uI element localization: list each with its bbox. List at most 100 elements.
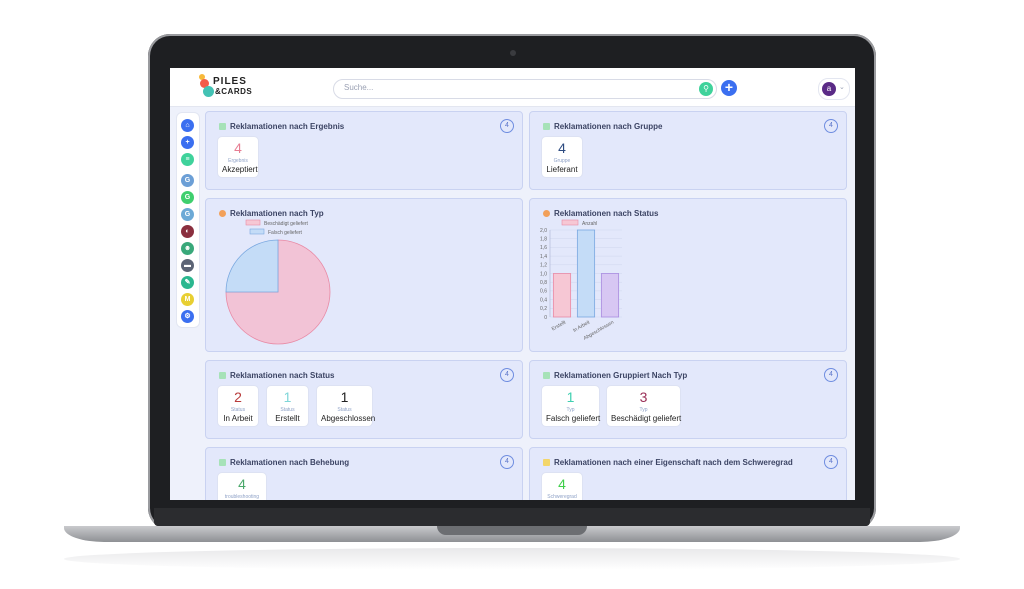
group-g-icon[interactable]: G (181, 208, 194, 221)
users-icon[interactable]: ☻ (181, 242, 194, 255)
laptop-notch (437, 526, 587, 535)
count-badge[interactable]: 4 (500, 455, 514, 469)
grid-icon (543, 123, 550, 130)
card-schweregrad: Reklamationen nach einer Eigenschaft nac… (529, 447, 847, 500)
y-tick-label: 2,0 (540, 228, 547, 234)
camera (510, 50, 516, 56)
stat-number: 1 (566, 389, 575, 405)
stat-label: Falsch geliefert (546, 414, 601, 423)
stat-sub: Ergebnis (228, 158, 248, 164)
bar (576, 229, 596, 318)
plus-icon[interactable]: + (181, 136, 194, 149)
user-menu[interactable]: a ⌄ (818, 78, 850, 100)
stat-tile[interactable]: 4 troubleshooting (217, 472, 267, 500)
y-tick-label: 0,2 (540, 306, 547, 312)
contrast-icon (543, 210, 550, 217)
stat-tile[interactable]: 1 Status Erstellt (266, 385, 309, 427)
avatar: a (822, 82, 836, 96)
screen: PILES &CARDS Suche... ⚲ + a ⌄ ⌂ + ≡ G G G ◐ ☻ ▬ ✎… (170, 68, 855, 500)
truck-icon[interactable]: ▬ (181, 259, 194, 272)
card-gruppiert: Reklamationen Gruppiert Nach Typ 4 1 Typ… (529, 360, 847, 439)
stat-label: Erstellt (275, 414, 300, 423)
laptop-reflection (64, 548, 960, 570)
brush-icon[interactable]: ✎ (181, 276, 194, 289)
stat-label: Akzeptiert (222, 165, 258, 174)
stat-sub: Status (337, 407, 352, 413)
home-icon[interactable]: ⌂ (181, 119, 194, 132)
count-badge[interactable]: 4 (500, 368, 514, 382)
card-behebung: Reklamationen nach Behebung 4 4 troubles… (205, 447, 523, 500)
card-status-chart: Reklamationen nach Status Anzahl 0 0,2 0,4… (529, 198, 847, 352)
y-tick-label: 1,6 (540, 245, 547, 251)
group-g-icon[interactable]: G (181, 174, 194, 187)
stat-label: Beschädigt geliefert (611, 414, 682, 423)
y-tick-label: 1,0 (540, 271, 547, 277)
letter-m-icon[interactable]: M (181, 293, 194, 306)
stat-sub: Gruppe (553, 158, 571, 164)
pie-chart: Beschädigt geliefert Falsch geliefert (225, 219, 331, 345)
card-title: Reklamationen Gruppiert Nach Typ (554, 371, 688, 380)
card-title: Reklamationen nach Status (230, 371, 335, 380)
stat-sub: Typ (566, 407, 575, 413)
contrast-icon[interactable]: ◐ (181, 225, 194, 238)
stat-tile[interactable]: 3 Typ Beschädigt geliefert (606, 385, 681, 427)
legend-label: Anzahl (582, 221, 597, 227)
search-input[interactable]: Suche... ⚲ (333, 79, 717, 99)
count-badge[interactable]: 4 (824, 368, 838, 382)
x-tick-label: In Arbeit (572, 319, 591, 334)
count-badge[interactable]: 4 (500, 119, 514, 133)
stat-sub: Status (230, 407, 246, 413)
stat-tile[interactable]: 4 Schweregrad (541, 472, 583, 500)
add-button[interactable]: + (721, 80, 737, 96)
contrast-icon (219, 210, 226, 217)
y-tick-label: 0,8 (540, 280, 547, 286)
count-badge[interactable]: 4 (824, 455, 838, 469)
card-ergebnis: Reklamationen nach Ergebnis 4 4 Ergebnis… (205, 111, 523, 190)
bar-chart: Anzahl 0 0,2 0,4 0,6 0,8 1,0 1,2 1,4 1,6 1,8 2,0 Er… (540, 219, 622, 342)
stat-number: 4 (558, 140, 566, 156)
logo[interactable]: PILES &CARDS (199, 74, 253, 98)
stat-sub: Status (280, 407, 295, 413)
gear-icon[interactable]: ⚙ (181, 310, 194, 323)
logo-text-line2: &CARDS (215, 87, 253, 96)
laptop-chin (154, 508, 870, 526)
card-gruppe: Reklamationen nach Gruppe 4 4 Gruppe Lie… (529, 111, 847, 190)
search-icon[interactable]: ⚲ (699, 82, 713, 96)
sidebar: ⌂ + ≡ G G G ◐ ☻ ▬ ✎ M ⚙ (176, 112, 200, 328)
y-tick-label: 0 (544, 315, 547, 321)
list-icon[interactable]: ≡ (181, 153, 194, 166)
stat-label: Abgeschlossen (321, 414, 376, 423)
pie-slice (225, 239, 279, 293)
stat-sub: troubleshooting (224, 494, 260, 500)
card-title: Reklamationen nach einer Eigenschaft nac… (554, 458, 793, 467)
stat-number: 1 (340, 389, 349, 405)
stat-sub: Schweregrad (547, 494, 577, 500)
group-g-icon[interactable]: G (181, 191, 194, 204)
bar (552, 273, 572, 318)
chevron-down-icon: ⌄ (839, 84, 845, 91)
stat-tile[interactable]: 4 Gruppe Lieferant (541, 136, 583, 178)
stat-number: 4 (238, 476, 246, 492)
card-title: Reklamationen nach Typ (230, 209, 324, 218)
y-tick-label: 0,6 (540, 289, 547, 295)
stat-number: 3 (639, 389, 648, 405)
legend-swatch (561, 219, 579, 226)
count-badge[interactable]: 4 (824, 119, 838, 133)
stat-tile[interactable]: 1 Typ Falsch geliefert (541, 385, 600, 427)
card-title: Reklamationen nach Gruppe (554, 122, 663, 131)
bar (600, 273, 620, 318)
stat-tile[interactable]: 2 Status In Arbeit (217, 385, 259, 427)
card-title: Reklamationen nach Ergebnis (230, 122, 345, 131)
y-tick-label: 1,4 (540, 254, 547, 260)
y-tick-label: 1,2 (540, 263, 547, 269)
card-typ: Reklamationen nach Typ Beschädigt gelief… (205, 198, 523, 352)
stat-tile[interactable]: 4 Ergebnis Akzeptiert (217, 136, 259, 178)
stat-tile[interactable]: 1 Status Abgeschlossen (316, 385, 376, 427)
stat-number: 4 (558, 476, 566, 492)
top-bar: PILES &CARDS Suche... ⚲ + a ⌄ (170, 68, 855, 107)
card-title: Reklamationen nach Behebung (230, 458, 350, 467)
legend-label: Beschädigt geliefert (264, 221, 309, 227)
y-tick-label: 0,4 (540, 297, 547, 303)
stat-number: 1 (283, 389, 292, 405)
grid-icon (219, 372, 226, 379)
